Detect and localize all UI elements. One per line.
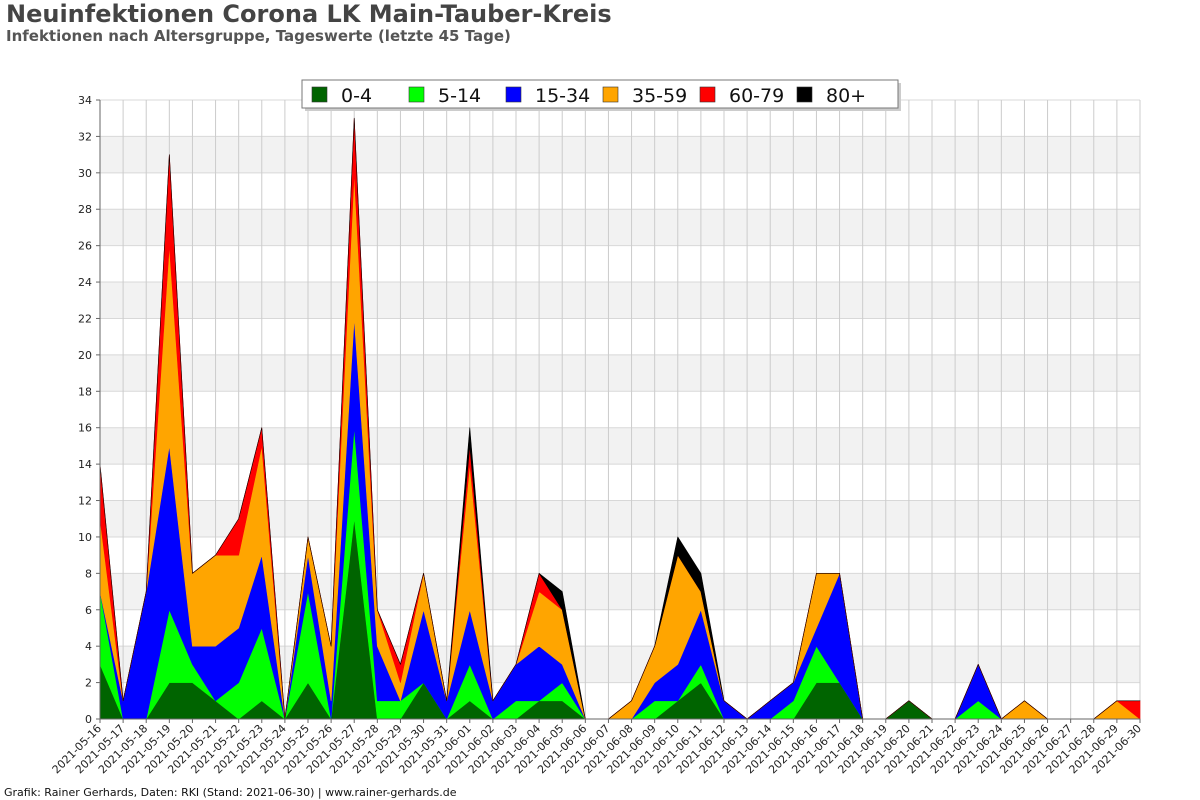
y-tick-label: 20 xyxy=(78,349,92,362)
y-tick-label: 24 xyxy=(78,276,92,289)
legend-swatch xyxy=(311,86,328,103)
grid-band xyxy=(100,245,1140,283)
legend-swatch xyxy=(602,86,619,103)
y-tick-label: 32 xyxy=(78,130,92,143)
legend-label: 0-4 xyxy=(341,85,372,107)
y-tick-label: 8 xyxy=(85,567,92,580)
grid-band xyxy=(100,464,1140,501)
grid-band xyxy=(100,282,1140,319)
source-footer: Grafik: Rainer Gerhards, Daten: RKI (Sta… xyxy=(4,786,457,799)
axes xyxy=(99,100,1140,720)
y-tick-label: 0 xyxy=(85,713,92,726)
chart-subtitle: Infektionen nach Altersgruppe, Tageswert… xyxy=(6,27,511,45)
y-tick-label: 14 xyxy=(78,458,92,471)
legend-label: 35-59 xyxy=(632,85,687,107)
grid-band xyxy=(100,318,1140,355)
grid-band xyxy=(100,354,1140,392)
y-tick-label: 22 xyxy=(78,312,92,325)
legend-label: 15-34 xyxy=(535,85,590,107)
y-tick-label: 18 xyxy=(78,385,92,398)
x-tick-labels: 2021-05-162021-05-172021-05-182021-05-19… xyxy=(50,719,1144,776)
y-tick-label: 30 xyxy=(78,167,92,180)
y-tick-label: 10 xyxy=(78,531,92,544)
grid-band xyxy=(100,172,1140,210)
legend-swatch xyxy=(505,86,522,103)
y-tick-label: 26 xyxy=(78,240,92,253)
y-tick-label: 16 xyxy=(78,422,92,435)
grid-band xyxy=(100,427,1140,465)
legend-label: 5-14 xyxy=(438,85,481,107)
legend-label: 80+ xyxy=(826,85,866,107)
y-tick-label: 2 xyxy=(85,677,92,690)
chart-title: Neuinfektionen Corona LK Main-Tauber-Kre… xyxy=(6,0,612,28)
grid-band xyxy=(100,391,1140,428)
legend-swatch xyxy=(699,86,716,103)
grid-band xyxy=(100,209,1140,246)
y-tick-label: 6 xyxy=(85,604,92,617)
y-tick-label: 28 xyxy=(78,203,92,216)
y-tick-label: 4 xyxy=(85,640,92,653)
area-series-80plus xyxy=(99,117,1141,720)
y-tick-label: 12 xyxy=(78,495,92,508)
legend-swatch xyxy=(796,86,813,103)
y-tick-label: 34 xyxy=(78,94,92,107)
legend-swatch xyxy=(408,86,425,103)
legend: 0-4 5-14 15-34 35-59 60-79 80+ xyxy=(301,79,901,111)
grid-band xyxy=(100,500,1140,537)
grid-band xyxy=(100,136,1140,173)
grid-band xyxy=(100,536,1140,574)
legend-label: 60-79 xyxy=(729,85,784,107)
